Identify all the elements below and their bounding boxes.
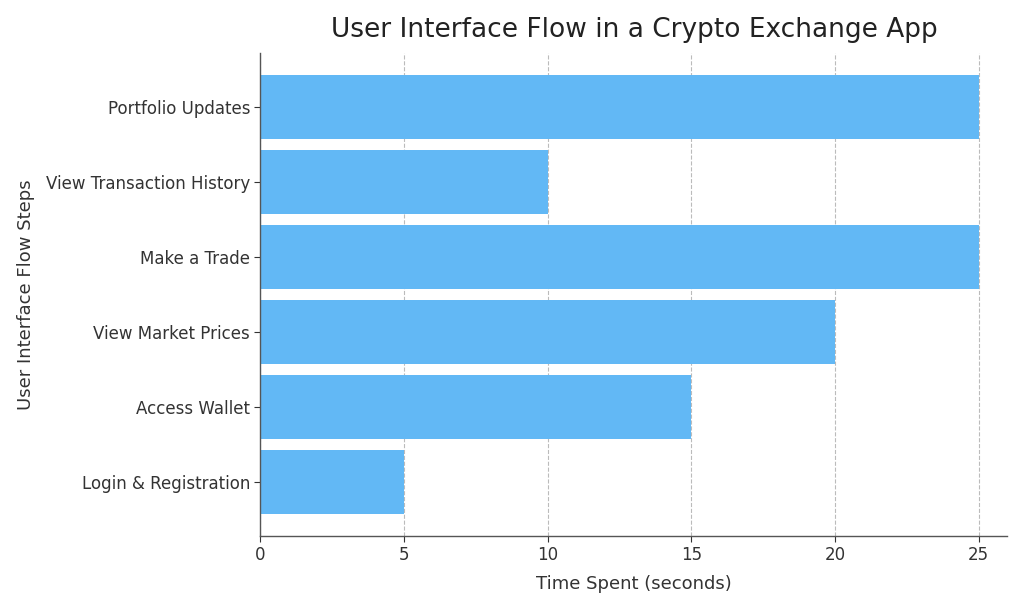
Bar (260, 450, 404, 514)
Bar (260, 375, 691, 439)
X-axis label: Time Spent (seconds): Time Spent (seconds) (536, 575, 732, 594)
Bar (260, 225, 979, 289)
Bar (260, 150, 548, 214)
Bar (260, 75, 979, 139)
Y-axis label: User Interface Flow Steps: User Interface Flow Steps (16, 179, 35, 410)
Title: User Interface Flow in a Crypto Exchange App: User Interface Flow in a Crypto Exchange… (331, 16, 937, 43)
Bar (260, 300, 835, 364)
